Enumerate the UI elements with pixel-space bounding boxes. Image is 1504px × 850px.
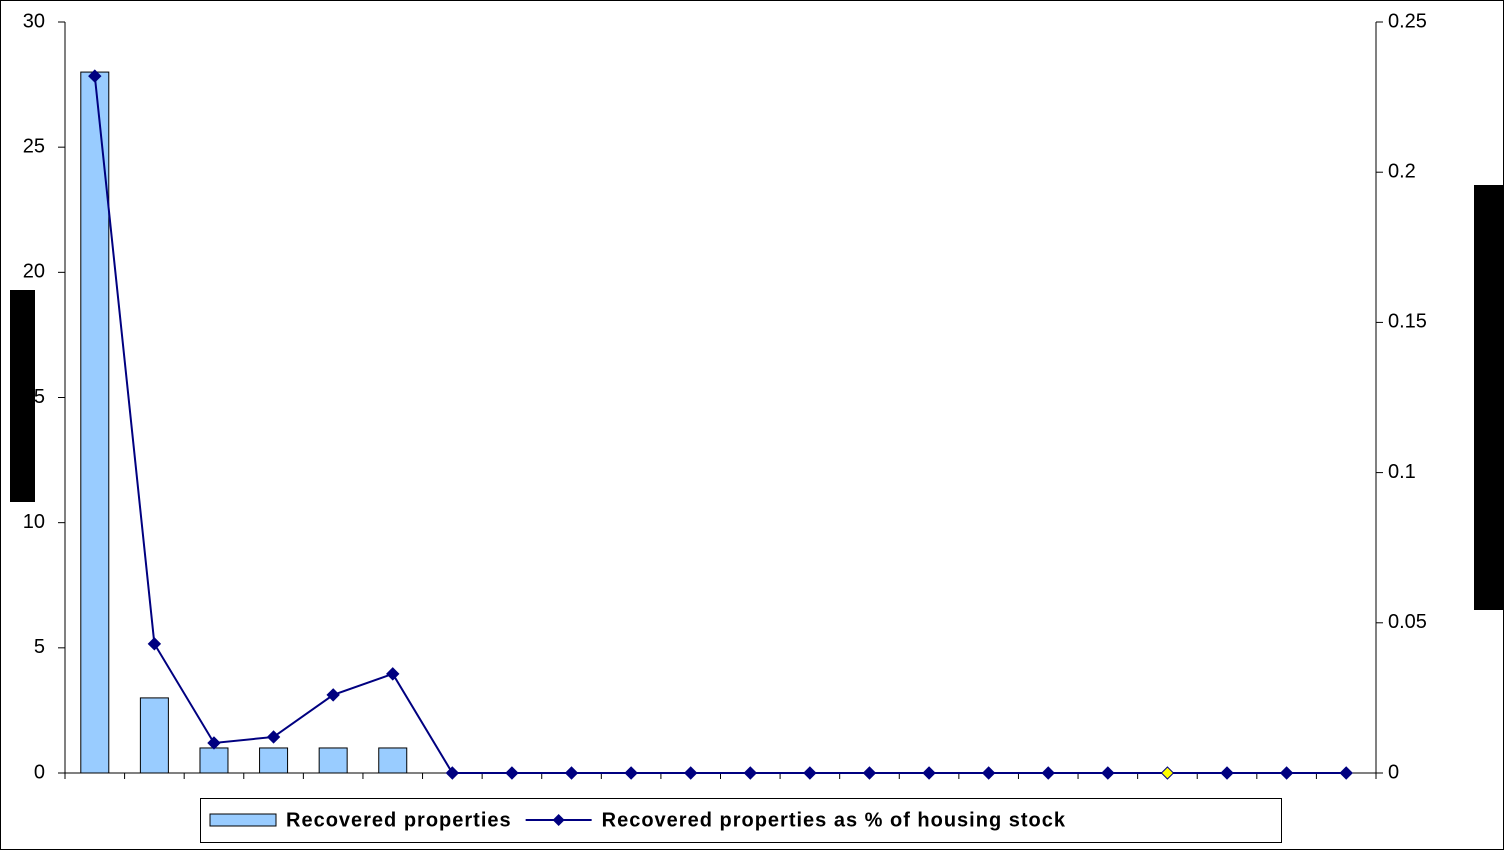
bar: [318, 747, 348, 774]
y-tick-label: 10: [23, 511, 45, 533]
bar: [139, 697, 169, 774]
y2-tick-label: 0: [1388, 761, 1399, 783]
redaction: [1474, 185, 1504, 610]
marker: [1101, 766, 1115, 780]
marker: [1160, 766, 1175, 780]
marker: [981, 766, 996, 780]
y2-tick-label: 0.1: [1388, 461, 1416, 483]
y-tick-label: 5: [34, 636, 45, 658]
marker: [803, 766, 817, 780]
bar: [80, 71, 110, 774]
bar: [259, 747, 289, 774]
line: [93, 75, 1347, 774]
bar: [378, 747, 408, 774]
marker: [1041, 766, 1055, 780]
y-tick-label: 20: [23, 261, 45, 283]
y-tick-label: 25: [23, 135, 45, 157]
marker: [743, 766, 758, 780]
bar: [199, 747, 229, 774]
marker: [88, 69, 102, 83]
y2-tick-label: 0.2: [1388, 160, 1416, 182]
marker: [564, 766, 579, 780]
marker: [922, 766, 936, 780]
y2-tick-label: 0.05: [1388, 611, 1427, 633]
y-tick-label: 0: [34, 761, 45, 783]
marker: [207, 736, 221, 750]
marker: [445, 766, 460, 780]
marker: [505, 766, 519, 780]
legend-box: [200, 798, 1282, 843]
legend-label: Recovered properties: [286, 809, 512, 831]
redaction: [10, 290, 35, 502]
marker: [147, 637, 162, 651]
legend-label: Recovered properties as % of housing sto…: [602, 809, 1066, 831]
marker: [1279, 766, 1294, 780]
marker: [624, 766, 638, 780]
marker: [326, 688, 340, 702]
legend-swatch: [209, 813, 277, 827]
y2-tick-label: 0.25: [1388, 10, 1427, 32]
marker: [862, 766, 877, 780]
y2-tick-label: 0.15: [1388, 311, 1427, 333]
y-tick-label: 30: [23, 10, 45, 32]
legend-marker: [552, 814, 565, 826]
marker: [1220, 766, 1234, 780]
marker: [386, 667, 400, 681]
marker: [266, 730, 281, 744]
marker: [683, 766, 698, 780]
marker: [1339, 766, 1353, 780]
